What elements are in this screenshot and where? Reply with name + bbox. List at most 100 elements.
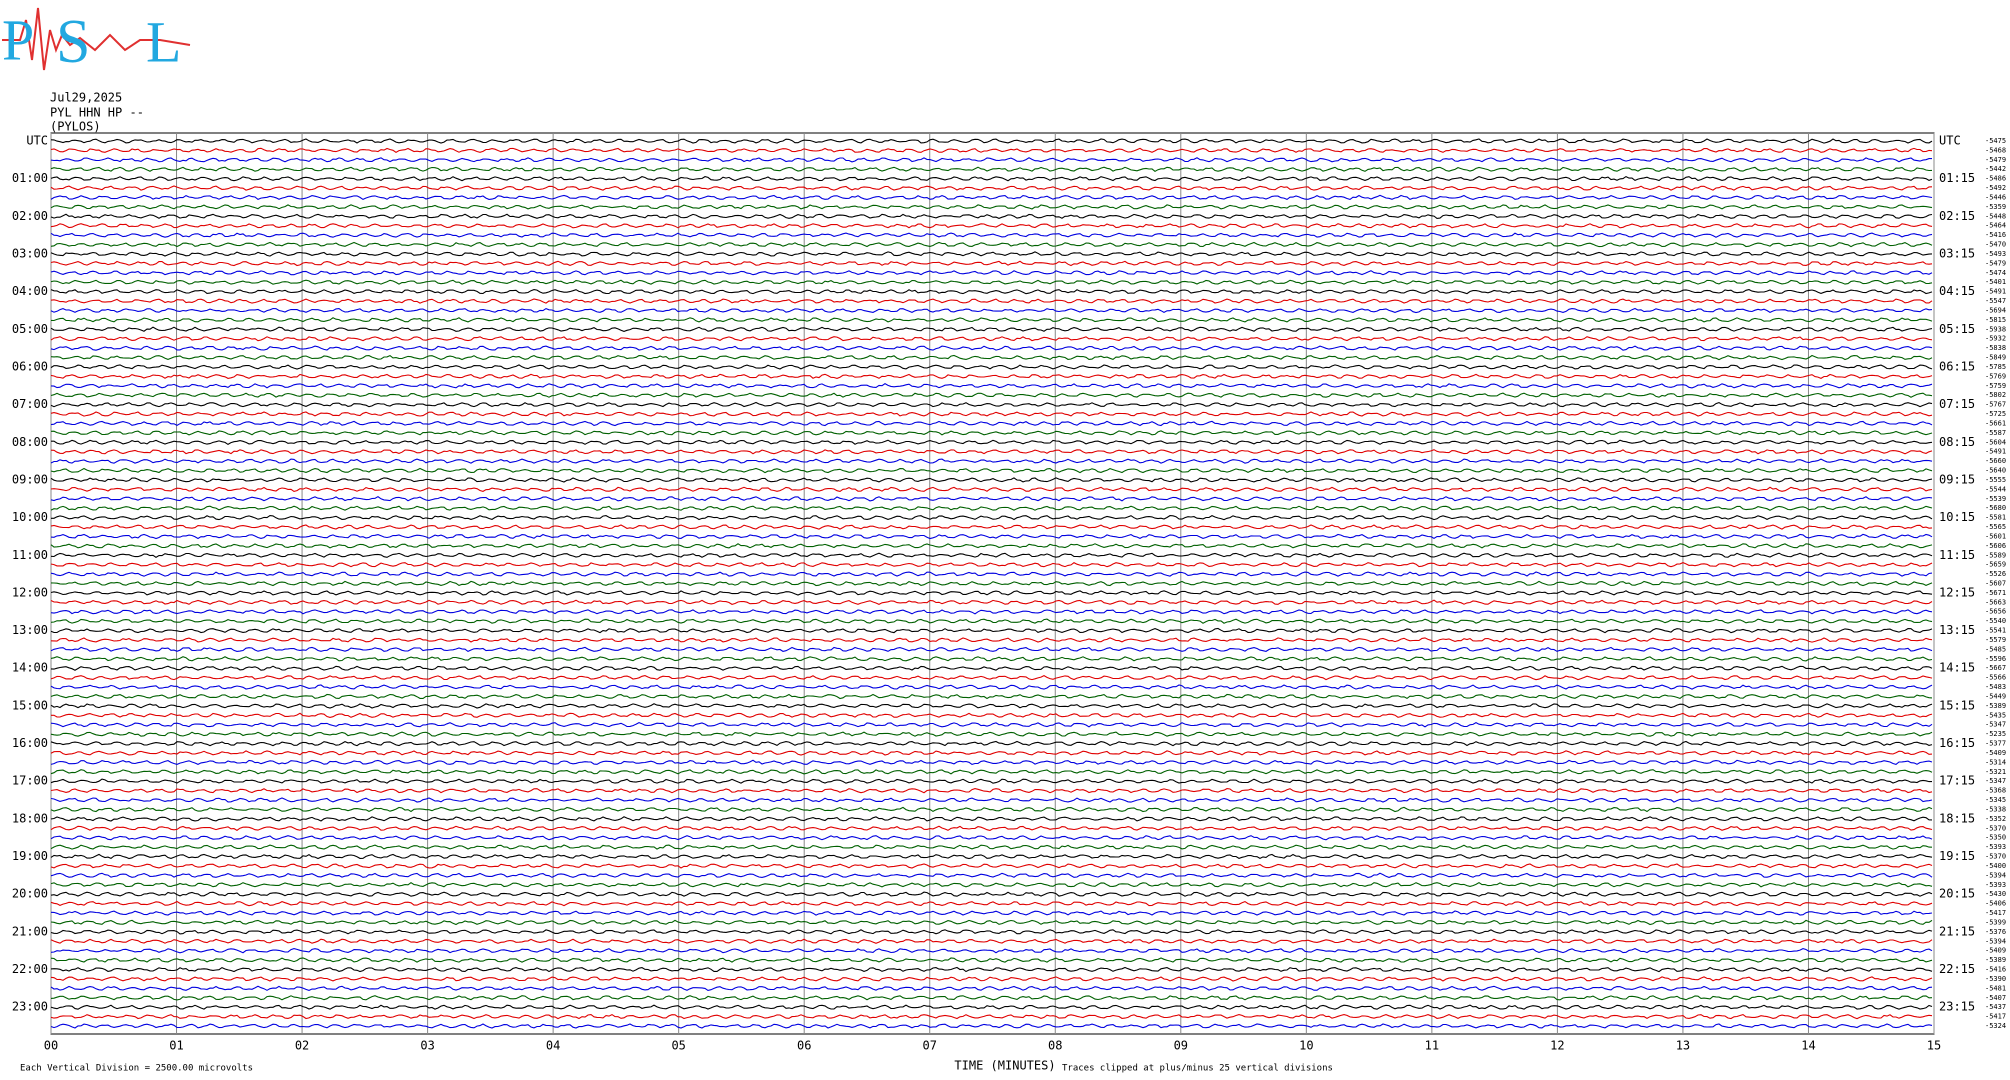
trace bbox=[50, 496, 1933, 502]
trace-offset: -5475 bbox=[1985, 137, 2006, 145]
trace-offset: -5389 bbox=[1985, 702, 2006, 710]
trace-offset: -5680 bbox=[1985, 504, 2006, 512]
trace bbox=[50, 882, 1933, 888]
trace bbox=[50, 430, 1933, 436]
trace bbox=[50, 721, 1933, 728]
trace-offset: -5352 bbox=[1985, 815, 2006, 823]
trace-offset: -5493 bbox=[1985, 250, 2006, 258]
hour-label-right: 15:15 bbox=[1939, 698, 1975, 712]
trace-offset: -5464 bbox=[1985, 222, 2006, 230]
trace-offset: -5446 bbox=[1985, 193, 2006, 201]
trace bbox=[51, 712, 1933, 718]
trace bbox=[50, 505, 1933, 511]
trace bbox=[50, 947, 1933, 954]
trace-offset: -5437 bbox=[1985, 1003, 2006, 1011]
footnote-left: Each Vertical Division = 2500.00 microvo… bbox=[20, 1064, 253, 1074]
trace bbox=[50, 223, 1933, 229]
trace-offset: -5394 bbox=[1985, 871, 2006, 879]
x-tick-label: 15 bbox=[1927, 1039, 1941, 1053]
hour-label-left: 14:00 bbox=[12, 661, 48, 675]
trace-offset: -5416 bbox=[1985, 966, 2006, 974]
trace-offset: -5338 bbox=[1985, 805, 2006, 813]
hour-label-right: 23:15 bbox=[1939, 1000, 1975, 1014]
trace-offset: -5541 bbox=[1985, 627, 2006, 635]
trace bbox=[50, 279, 1933, 285]
hour-label-right: 10:15 bbox=[1939, 510, 1975, 524]
trace bbox=[50, 392, 1933, 398]
trace bbox=[50, 618, 1933, 624]
logo-s: S bbox=[56, 8, 90, 76]
trace-offset: -5485 bbox=[1985, 645, 2006, 653]
trace-offset: -5606 bbox=[1985, 542, 2006, 550]
hour-label-right: 14:15 bbox=[1939, 661, 1975, 675]
trace-offset: -5607 bbox=[1985, 580, 2006, 588]
hour-label-left: 13:00 bbox=[12, 623, 48, 637]
trace bbox=[50, 825, 1933, 831]
trace bbox=[50, 194, 1933, 201]
trace-offset: -5491 bbox=[1985, 448, 2006, 456]
trace-offset: -5400 bbox=[1985, 862, 2006, 870]
hour-label-left: 23:00 bbox=[12, 1000, 48, 1014]
x-tick-label: 09 bbox=[1174, 1039, 1188, 1053]
hour-label-right: 08:15 bbox=[1939, 435, 1975, 449]
trace-offset: -5448 bbox=[1985, 212, 2006, 220]
trace-offset: -5589 bbox=[1985, 551, 2006, 559]
trace-offset: -5347 bbox=[1985, 777, 2006, 785]
trace-offset: -5540 bbox=[1985, 617, 2006, 625]
trace bbox=[50, 373, 1933, 380]
trace-offset: -5640 bbox=[1985, 467, 2006, 475]
trace-offset: -5581 bbox=[1985, 514, 2006, 522]
trace-offset: -5235 bbox=[1985, 730, 2006, 738]
trace bbox=[50, 797, 1933, 803]
trace bbox=[50, 157, 1932, 163]
trace-offset: -5725 bbox=[1985, 410, 2006, 418]
x-tick-label: 08 bbox=[1048, 1039, 1062, 1053]
hour-label-left: 03:00 bbox=[12, 246, 48, 260]
trace-offset: -5479 bbox=[1985, 259, 2006, 267]
x-tick-label: 02 bbox=[295, 1039, 309, 1053]
trace bbox=[50, 1013, 1933, 1020]
hour-label-left: 04:00 bbox=[12, 284, 48, 298]
x-tick-label: 01 bbox=[169, 1039, 183, 1053]
trace bbox=[50, 938, 1933, 944]
trace-offset: -5314 bbox=[1985, 758, 2006, 766]
trace bbox=[50, 853, 1933, 860]
hour-label-left: 06:00 bbox=[12, 359, 48, 373]
trace bbox=[50, 185, 1933, 191]
trace-offset: -5370 bbox=[1985, 824, 2006, 832]
trace-offset: -5479 bbox=[1985, 156, 2006, 164]
trace-offset: -5399 bbox=[1985, 918, 2006, 926]
hour-label-right: 13:15 bbox=[1939, 623, 1975, 637]
trace bbox=[50, 204, 1933, 210]
trace bbox=[50, 1023, 1933, 1029]
trace bbox=[50, 646, 1933, 653]
hour-label-right: 03:15 bbox=[1939, 246, 1975, 260]
trace-offset: -5442 bbox=[1985, 165, 2006, 173]
hour-label-left: 17:00 bbox=[12, 774, 48, 788]
trace bbox=[50, 674, 1933, 681]
trace bbox=[50, 477, 1933, 483]
trace-offset: -5359 bbox=[1985, 203, 2006, 211]
trace-offset: -5393 bbox=[1985, 843, 2006, 851]
trace-offset: -5483 bbox=[1985, 683, 2006, 691]
trace bbox=[50, 806, 1933, 813]
trace-offset: -5401 bbox=[1985, 278, 2006, 286]
trace bbox=[50, 985, 1933, 991]
hour-label-right: 18:15 bbox=[1939, 811, 1975, 825]
hour-label-left: 19:00 bbox=[12, 849, 48, 863]
trace bbox=[50, 232, 1933, 238]
trace-offset: -5604 bbox=[1985, 438, 2006, 446]
trace-offset: -5802 bbox=[1985, 391, 2006, 399]
hour-label-right: 04:15 bbox=[1939, 284, 1975, 298]
trace-offset: -5596 bbox=[1985, 655, 2006, 663]
trace bbox=[50, 769, 1933, 775]
x-tick-label: 07 bbox=[923, 1039, 937, 1053]
trace bbox=[50, 835, 1933, 841]
trace-offset: -5370 bbox=[1985, 853, 2006, 861]
hour-label-right: 01:15 bbox=[1939, 171, 1975, 185]
trace bbox=[50, 345, 1933, 351]
trace bbox=[50, 298, 1933, 304]
hour-label-left: 15:00 bbox=[12, 698, 48, 712]
trace bbox=[50, 138, 1933, 144]
trace-offset: -5694 bbox=[1985, 306, 2006, 314]
